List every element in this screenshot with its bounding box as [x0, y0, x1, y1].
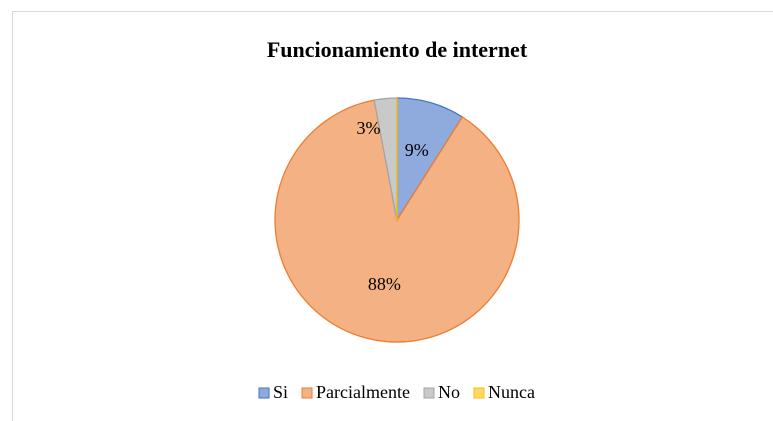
legend-swatch [301, 387, 313, 399]
legend-swatch [423, 387, 435, 399]
chart-title: Funcionamiento de internet [267, 37, 528, 62]
legend: Si Parcialmente No Nunca [258, 382, 535, 402]
data-label: 88% [368, 274, 401, 294]
legend-swatch [258, 387, 270, 399]
legend-swatch [473, 387, 485, 399]
pie-slice [274, 99, 520, 343]
data-label: 9% [405, 140, 429, 160]
legend-label: No [438, 382, 460, 402]
chart-border [12, 11, 773, 421]
legend-label: Si [273, 382, 288, 402]
legend-label: Nunca [488, 382, 535, 402]
pie: 9% 88% 3% [274, 97, 520, 343]
legend-label: Parcialmente [316, 382, 410, 402]
data-label: 3% [357, 118, 381, 138]
